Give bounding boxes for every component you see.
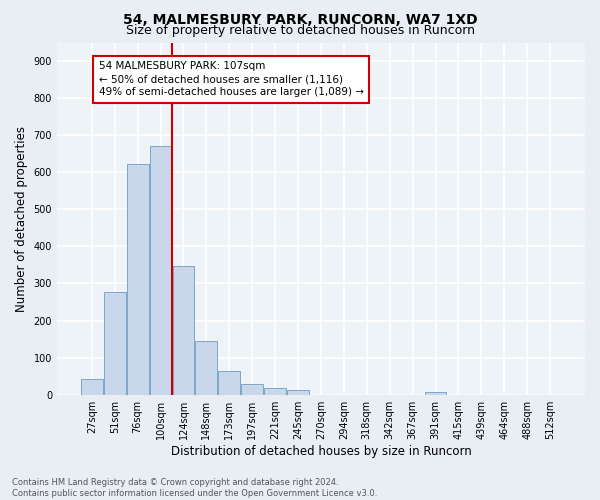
Bar bbox=[149, 146, 172, 394]
X-axis label: Distribution of detached houses by size in Runcorn: Distribution of detached houses by size … bbox=[170, 444, 472, 458]
Bar bbox=[287, 390, 309, 394]
Bar bbox=[127, 164, 149, 394]
Text: 54, MALMESBURY PARK, RUNCORN, WA7 1XD: 54, MALMESBURY PARK, RUNCORN, WA7 1XD bbox=[122, 12, 478, 26]
Bar bbox=[104, 292, 125, 395]
Bar bbox=[196, 341, 217, 394]
Text: 54 MALMESBURY PARK: 107sqm
← 50% of detached houses are smaller (1,116)
49% of s: 54 MALMESBURY PARK: 107sqm ← 50% of deta… bbox=[98, 61, 364, 98]
Bar bbox=[173, 266, 194, 394]
Bar bbox=[425, 392, 446, 394]
Bar bbox=[218, 370, 240, 394]
Bar bbox=[81, 379, 103, 394]
Text: Size of property relative to detached houses in Runcorn: Size of property relative to detached ho… bbox=[125, 24, 475, 37]
Y-axis label: Number of detached properties: Number of detached properties bbox=[15, 126, 28, 312]
Bar bbox=[264, 388, 286, 394]
Bar bbox=[241, 384, 263, 394]
Text: Contains HM Land Registry data © Crown copyright and database right 2024.
Contai: Contains HM Land Registry data © Crown c… bbox=[12, 478, 377, 498]
